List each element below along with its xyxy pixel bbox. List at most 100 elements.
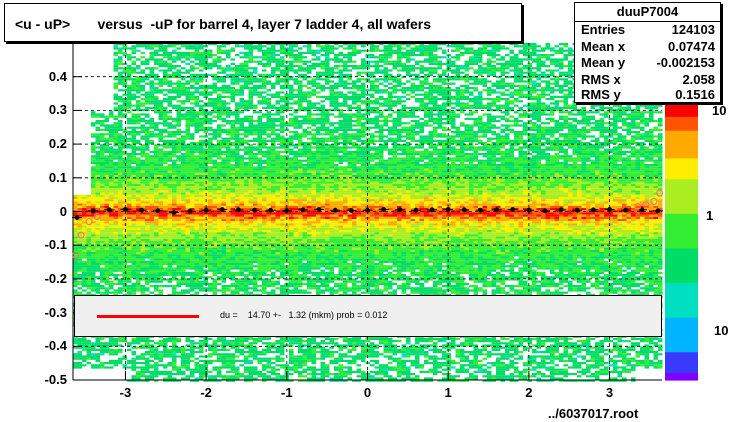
heatmap-cell: [122, 168, 127, 171]
heatmap-cell: [86, 274, 91, 277]
heatmap-cell: [212, 241, 217, 244]
heatmap-cell: [244, 254, 249, 257]
heatmap-cell: [163, 205, 168, 208]
heatmap-cell: [212, 234, 217, 237]
heatmap-cell: [118, 172, 123, 175]
heatmap-cell: [82, 236, 87, 239]
heatmap-cell: [140, 276, 145, 279]
heatmap-cell: [235, 82, 240, 85]
heatmap-cell: [127, 197, 132, 200]
heatmap-cell: [212, 192, 217, 195]
heatmap-cell: [136, 82, 141, 85]
heatmap-cell: [230, 210, 235, 213]
heatmap-cell: [154, 379, 159, 382]
heatmap-cell: [95, 230, 100, 233]
heatmap-cell: [262, 95, 267, 98]
heatmap-cell: [239, 190, 244, 193]
heatmap-cell: [176, 197, 181, 200]
heatmap-cell: [194, 56, 199, 59]
heatmap-cell: [239, 225, 244, 228]
heatmap-cell: [217, 232, 222, 235]
heatmap-cell: [158, 128, 163, 131]
heatmap-cell: [226, 133, 231, 136]
heatmap-cell: [239, 280, 244, 283]
heatmap-cell: [122, 263, 127, 266]
heatmap-cell: [230, 252, 235, 255]
heatmap-cell: [118, 128, 123, 131]
heatmap-cell: [104, 256, 109, 259]
heatmap-cell: [145, 238, 150, 241]
heatmap-cell: [167, 144, 172, 147]
heatmap-cell: [239, 142, 244, 145]
heatmap-cell: [86, 260, 91, 263]
heatmap-cell: [253, 179, 258, 182]
heatmap-cell: [203, 89, 208, 92]
heatmap-cell: [91, 254, 96, 257]
heatmap-cell: [172, 139, 177, 142]
heatmap-cell: [95, 260, 100, 263]
heatmap-cell: [118, 238, 123, 241]
heatmap-cell: [185, 205, 190, 208]
heatmap-cell: [154, 223, 159, 226]
heatmap-cell: [190, 282, 195, 285]
heatmap-cell: [113, 124, 118, 127]
heatmap-cell: [248, 249, 253, 252]
heatmap-cell: [212, 278, 217, 281]
heatmap-cell: [113, 197, 118, 200]
heatmap-cell: [176, 210, 181, 213]
heatmap-cell: [136, 285, 141, 288]
heatmap-cell: [235, 258, 240, 261]
heatmap-cell: [172, 67, 177, 70]
heatmap-cell: [176, 115, 181, 118]
heatmap-cell: [194, 181, 199, 184]
heatmap-cell: [127, 260, 132, 263]
heatmap-cell: [194, 54, 199, 57]
heatmap-cell: [235, 102, 240, 105]
heatmap-cell: [149, 190, 154, 193]
heatmap-cell: [104, 351, 109, 354]
heatmap-cell: [91, 157, 96, 160]
heatmap-cell: [104, 216, 109, 219]
heatmap-cell: [77, 355, 82, 358]
heatmap-cell: [127, 247, 132, 250]
heatmap-cell: [244, 175, 249, 178]
heatmap-cell: [158, 164, 163, 167]
heatmap-cell: [113, 201, 118, 204]
heatmap-cell: [154, 177, 159, 180]
heatmap-cell: [163, 124, 168, 127]
heatmap-cell: [104, 201, 109, 204]
heatmap-cell: [77, 238, 82, 241]
heatmap-cell: [113, 148, 118, 151]
heatmap-cell: [199, 252, 204, 255]
heatmap-cell: [230, 126, 235, 129]
heatmap-cell: [208, 210, 213, 213]
heatmap-cell: [212, 342, 217, 345]
heatmap-cell: [136, 346, 141, 349]
heatmap-cell: [181, 225, 186, 228]
heatmap-cell: [136, 157, 141, 160]
heatmap-cell: [190, 188, 195, 191]
heatmap-cell: [262, 51, 267, 54]
heatmap-cell: [127, 280, 132, 283]
heatmap-cell: [82, 208, 87, 211]
heatmap-cell: [77, 223, 82, 226]
heatmap-cell: [190, 43, 195, 46]
heatmap-cell: [118, 43, 123, 46]
heatmap-cell: [100, 144, 105, 147]
heatmap-cell: [199, 117, 204, 120]
heatmap-cell: [212, 271, 217, 274]
heatmap-cell: [154, 346, 159, 349]
heatmap-cell: [109, 186, 114, 189]
heatmap-cell: [221, 199, 226, 202]
heatmap-cell: [158, 353, 163, 356]
heatmap-cell: [194, 120, 199, 123]
heatmap-cell: [127, 146, 132, 149]
heatmap-cell: [262, 133, 267, 136]
heatmap-cell: [100, 205, 105, 208]
heatmap-cell: [86, 357, 91, 360]
heatmap-cell: [212, 186, 217, 189]
heatmap-cell: [262, 263, 267, 266]
heatmap-cell: [217, 168, 222, 171]
heatmap-cell: [136, 126, 141, 129]
heatmap-cell: [217, 243, 222, 246]
